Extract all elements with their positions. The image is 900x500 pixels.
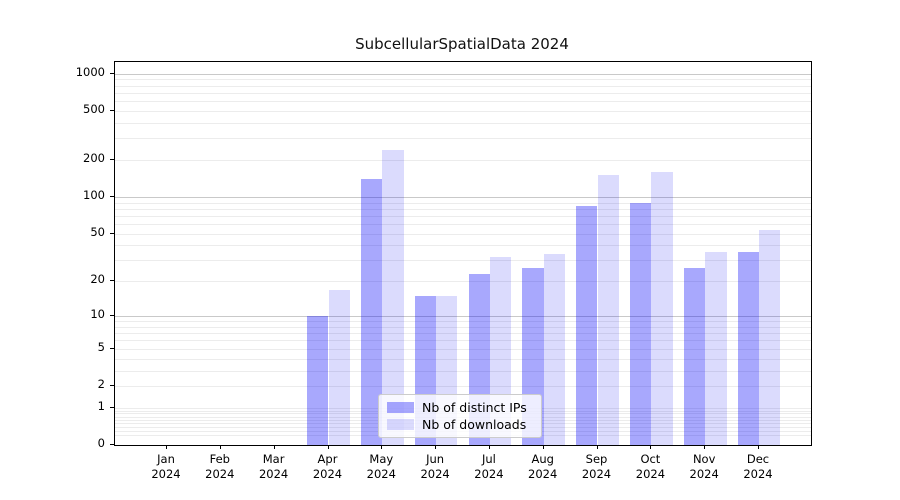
y-tick-label: 10: [90, 307, 105, 322]
gridline-minor: [115, 340, 811, 342]
bar-nov-downloads: [705, 252, 727, 445]
x-axis-tick: [758, 445, 759, 449]
legend-swatch-distinct-ips: [387, 402, 414, 413]
y-tick-label: 100: [83, 188, 105, 202]
bar-nov-distinct-ips: [683, 267, 706, 445]
gridline-minor: [115, 224, 811, 226]
x-tick-label: Jul 2024: [474, 452, 504, 481]
bar-apr-distinct-ips: [307, 316, 329, 445]
gridline-minor: [115, 79, 811, 81]
x-axis-tick: [273, 445, 275, 449]
y-axis-tick: [110, 406, 114, 408]
gridline-minor: [115, 348, 811, 350]
gridline-minor: [115, 110, 811, 112]
y-tick-label: 20: [90, 272, 105, 287]
x-axis-tick: [488, 445, 490, 449]
y-axis-tick: [110, 444, 114, 445]
y-axis-tick: [110, 109, 114, 111]
plot-area: [114, 61, 812, 446]
bar-sep-distinct-ips: [576, 205, 598, 445]
x-tick-label: Feb 2024: [205, 452, 235, 481]
y-axis-tick: [110, 159, 114, 160]
x-tick-label: Dec 2024: [743, 452, 773, 481]
gridline-minor: [115, 386, 811, 387]
gridline-minor: [115, 101, 811, 103]
gridline-minor: [115, 122, 811, 124]
gridline-minor: [115, 138, 811, 140]
y-tick-label: 200: [83, 151, 105, 165]
gridline-major: [115, 73, 811, 75]
gridline-minor: [115, 281, 811, 283]
x-tick-label: Apr 2024: [312, 452, 343, 481]
legend: Nb of distinct IPs Nb of downloads: [378, 394, 542, 438]
y-axis-tick: [110, 72, 114, 74]
x-tick-label: Sep 2024: [581, 452, 612, 481]
bar-may-downloads: [382, 150, 404, 445]
x-axis-tick: [596, 445, 598, 449]
bar-apr-downloads: [328, 289, 350, 445]
gridline-minor: [115, 208, 811, 210]
y-tick-label: 0: [97, 436, 105, 450]
y-tick-label: 1000: [75, 64, 105, 79]
gridline-minor: [115, 215, 811, 217]
y-axis-tick: [110, 347, 114, 349]
x-axis-tick: [166, 445, 167, 449]
x-tick-label: Oct 2024: [635, 452, 666, 481]
gridline-major: [115, 316, 811, 318]
y-axis-tick: [110, 196, 114, 197]
x-tick-label: Mar 2024: [258, 452, 289, 481]
x-axis-tick: [704, 445, 706, 449]
bar-sep-downloads: [597, 175, 619, 445]
x-tick-label: Jan 2024: [151, 452, 181, 481]
bar-dec-distinct-ips: [737, 252, 759, 445]
bar-dec-downloads: [759, 229, 781, 445]
x-tick-label: Nov 2024: [689, 452, 719, 481]
y-axis-tick: [110, 232, 114, 234]
gridline-major: [115, 197, 811, 198]
y-axis-tick: [110, 385, 114, 386]
legend-item-distinct-ips: Nb of distinct IPs: [387, 400, 532, 415]
x-axis-tick: [219, 445, 221, 449]
x-axis-tick: [650, 445, 652, 449]
y-axis-tick: [110, 280, 114, 282]
chart-title: SubcellularSpatialData 2024: [355, 35, 569, 53]
legend-label-distinct-ips: Nb of distinct IPs: [422, 400, 527, 415]
y-axis-tick: [110, 315, 114, 317]
x-tick-label: Aug 2024: [528, 452, 558, 481]
gridline-minor: [115, 370, 811, 372]
gridline-minor: [115, 326, 811, 328]
gridline-minor: [115, 85, 811, 87]
bar-aug-downloads: [543, 253, 566, 445]
x-axis-tick: [381, 445, 383, 449]
y-tick-label: 50: [90, 224, 105, 239]
y-tick-label: 1: [97, 398, 105, 413]
legend-label-downloads: Nb of downloads: [422, 417, 527, 432]
x-axis-tick: [435, 445, 437, 449]
gridline-minor: [115, 202, 811, 204]
gridline-minor: [115, 160, 811, 161]
legend-item-downloads: Nb of downloads: [387, 417, 532, 432]
x-tick-label: May 2024: [366, 452, 396, 481]
gridline-minor: [115, 358, 811, 360]
bar-may-distinct-ips: [360, 179, 383, 445]
gridline-minor: [115, 260, 811, 262]
gridline-minor: [115, 333, 811, 335]
y-tick-label: 500: [83, 101, 105, 116]
gridline-minor: [115, 92, 811, 94]
bar-oct-downloads: [651, 171, 673, 445]
gridline-minor: [115, 321, 811, 323]
legend-swatch-downloads: [387, 419, 414, 430]
gridline-minor: [115, 245, 811, 247]
gridline-minor: [115, 233, 811, 235]
bar-oct-distinct-ips: [630, 202, 652, 445]
y-tick-label: 5: [97, 339, 105, 354]
x-axis-tick: [542, 445, 544, 449]
y-tick-label: 2: [97, 377, 105, 391]
x-axis-tick: [327, 445, 329, 449]
x-tick-label: Jun 2024: [420, 452, 450, 481]
